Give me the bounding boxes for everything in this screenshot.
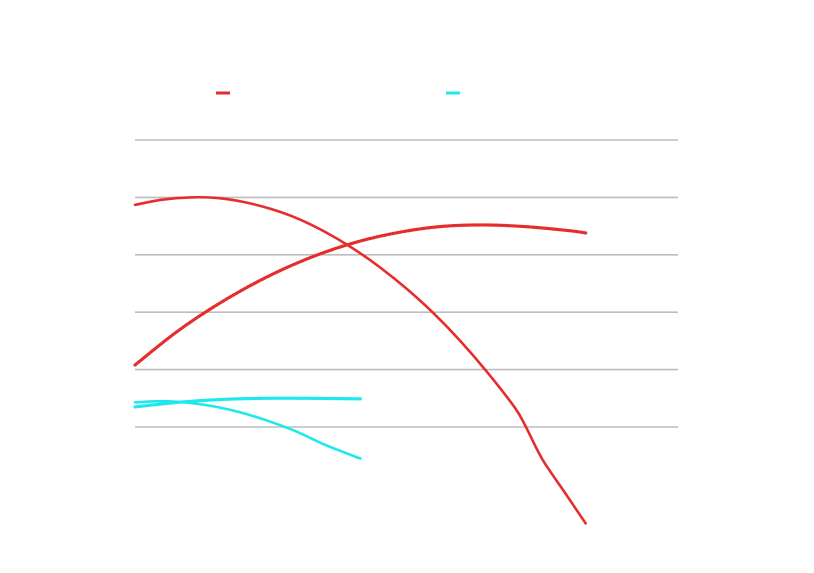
gridlines: [135, 139, 678, 428]
series-line-4-dotted: [133, 396, 362, 409]
series-line-3-solid: [133, 399, 362, 460]
plot-area: [133, 195, 588, 525]
series-line-2-dotted: [133, 223, 588, 367]
series-line-1-solid: [133, 195, 587, 525]
